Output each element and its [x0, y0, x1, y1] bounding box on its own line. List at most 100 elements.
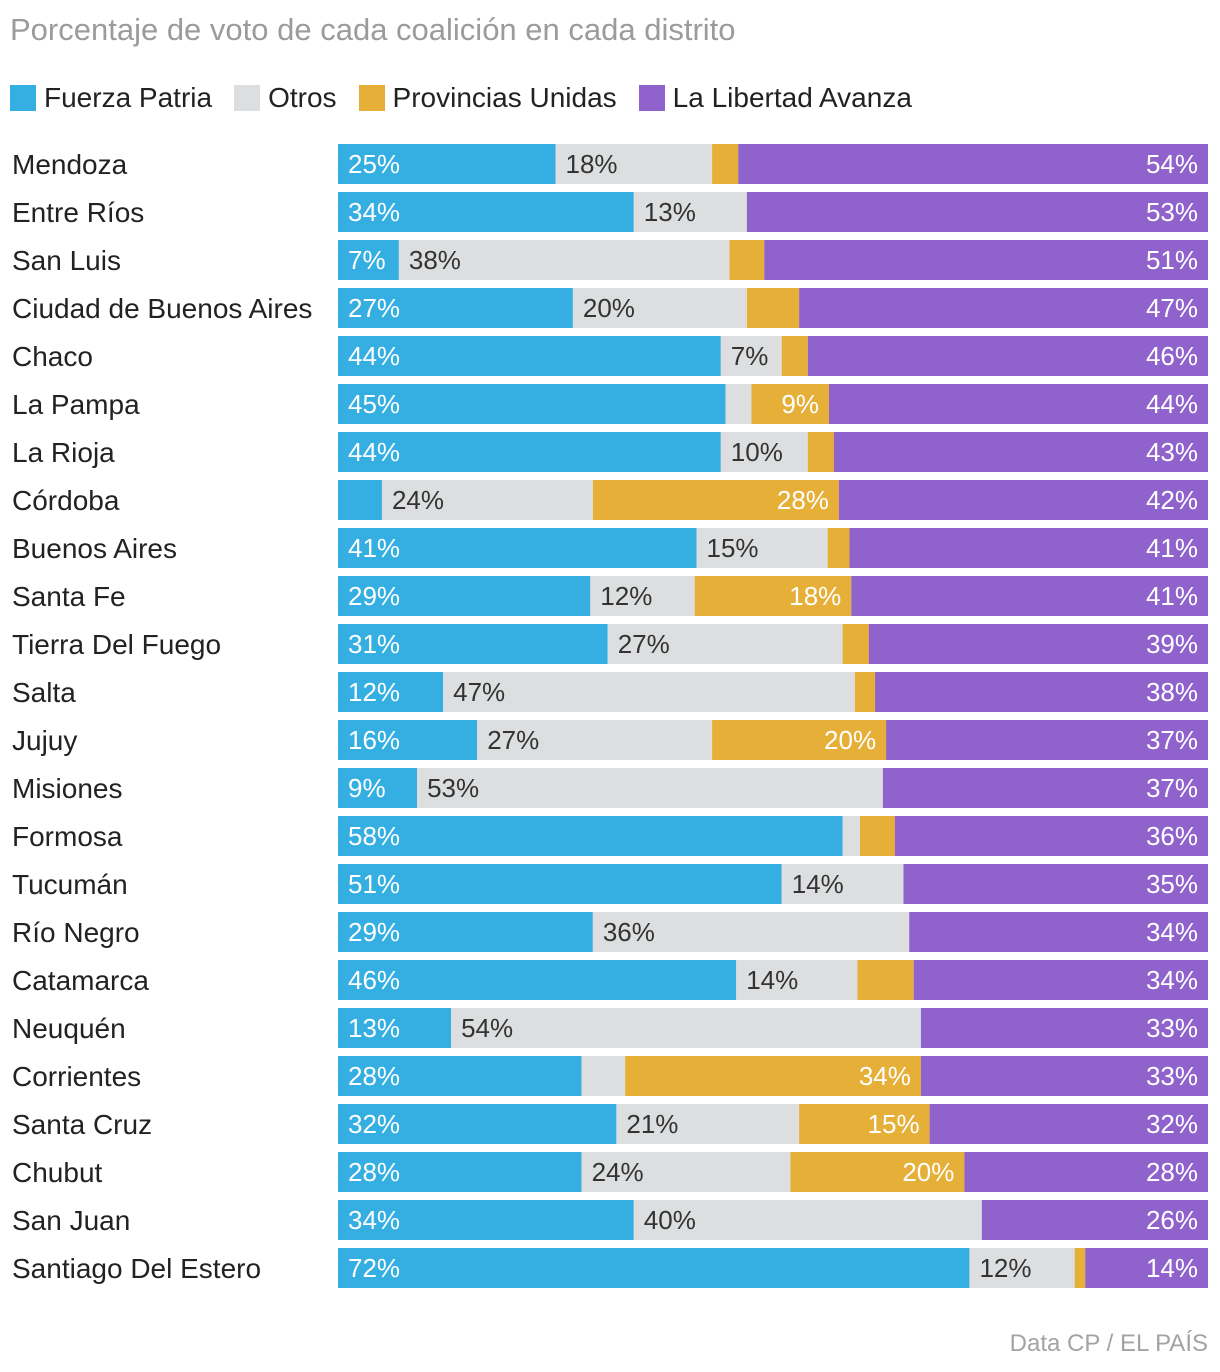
value-label-la-libertad-avanza-chubut: 28% [1146, 1157, 1198, 1187]
row-label-neuquen: Neuquén [12, 1013, 126, 1044]
value-label-la-libertad-avanza-tucuman: 35% [1146, 869, 1198, 899]
bar-provincias-unidas-la-pampa [751, 384, 829, 424]
value-label-otros-misiones: 53% [427, 773, 479, 803]
value-label-fuerza-patria-misiones: 9% [348, 773, 386, 803]
row-label-santiago-del-estero: Santiago Del Estero [12, 1253, 261, 1284]
bar-fuerza-patria-neuquen [338, 1008, 452, 1048]
legend-swatch-otros [234, 85, 261, 111]
value-label-la-libertad-avanza-santiago-del-estero: 14% [1146, 1253, 1198, 1283]
value-label-otros-catamarca: 14% [746, 965, 798, 995]
value-label-fuerza-patria-chaco: 44% [348, 341, 400, 371]
value-label-fuerza-patria-jujuy: 16% [348, 725, 400, 755]
bar-la-libertad-avanza-corrientes [920, 1056, 1208, 1096]
row-label-mendoza: Mendoza [12, 149, 128, 180]
bar-la-libertad-avanza-jujuy [886, 720, 1208, 760]
bar-provincias-unidas-santa-fe [694, 576, 852, 616]
value-label-otros-chubut: 24% [592, 1157, 644, 1187]
value-label-la-libertad-avanza-ciudad-de-buenos-aires: 47% [1146, 293, 1198, 323]
bar-otros-jujuy [477, 720, 713, 760]
bar-fuerza-patria-chubut [338, 1152, 582, 1192]
value-label-fuerza-patria-neuquen: 13% [348, 1013, 400, 1043]
value-label-otros-tierra-del-fuego: 27% [618, 629, 670, 659]
source-credit: Data CP / EL PAÍS [1009, 1330, 1208, 1357]
bar-provincias-unidas-la-rioja [807, 432, 834, 472]
bar-la-libertad-avanza-tucuman [903, 864, 1208, 904]
value-label-la-libertad-avanza-misiones: 37% [1146, 773, 1198, 803]
row-label-tierra-del-fuego: Tierra Del Fuego [12, 629, 221, 660]
bar-fuerza-patria-corrientes [338, 1056, 582, 1096]
row-label-san-luis: San Luis [12, 245, 121, 276]
bar-provincias-unidas-formosa [860, 816, 895, 856]
bar-otros-san-juan [633, 1200, 982, 1240]
bar-otros-misiones [417, 768, 883, 808]
value-label-otros-santiago-del-estero: 12% [979, 1253, 1031, 1283]
value-label-otros-neuquen: 54% [461, 1013, 513, 1043]
value-label-otros-tucuman: 14% [792, 869, 844, 899]
value-label-la-libertad-avanza-buenos-aires: 41% [1146, 533, 1198, 563]
bar-fuerza-patria-la-pampa [338, 384, 726, 424]
legend-item-provincias-unidas: Provincias Unidas [358, 82, 617, 114]
bar-otros-buenos-aires [696, 528, 828, 568]
bar-fuerza-patria-salta [338, 672, 444, 712]
bar-la-libertad-avanza-santa-fe [851, 576, 1208, 616]
bar-la-libertad-avanza-la-pampa [828, 384, 1208, 424]
row-label-salta: Salta [12, 677, 76, 708]
bar-fuerza-patria-rio-negro [338, 912, 593, 952]
bar-otros-rio-negro [592, 912, 910, 952]
bar-la-libertad-avanza-cordoba [838, 480, 1208, 520]
value-label-fuerza-patria-rio-negro: 29% [348, 917, 400, 947]
value-label-fuerza-patria-la-pampa: 45% [348, 389, 400, 419]
bar-otros-la-pampa [725, 384, 752, 424]
bar-fuerza-patria-santa-fe [338, 576, 591, 616]
bar-otros-ciudad-de-buenos-aires [572, 288, 747, 328]
value-label-fuerza-patria-formosa: 58% [348, 821, 400, 851]
bar-la-libertad-avanza-tierra-del-fuego [868, 624, 1208, 664]
value-label-la-libertad-avanza-san-luis: 51% [1146, 245, 1198, 275]
value-label-otros-rio-negro: 36% [603, 917, 655, 947]
value-label-fuerza-patria-salta: 12% [348, 677, 400, 707]
row-label-santa-fe: Santa Fe [12, 581, 126, 612]
value-label-fuerza-patria-santa-fe: 29% [348, 581, 400, 611]
value-label-la-libertad-avanza-mendoza: 54% [1146, 149, 1198, 179]
value-label-fuerza-patria-tierra-del-fuego: 31% [348, 629, 400, 659]
bar-fuerza-patria-buenos-aires [338, 528, 697, 568]
value-label-la-libertad-avanza-santa-cruz: 32% [1146, 1109, 1198, 1139]
value-label-otros-salta: 47% [453, 677, 505, 707]
row-label-corrientes: Corrientes [12, 1061, 141, 1092]
bar-otros-santiago-del-estero [969, 1248, 1075, 1288]
row-label-chaco: Chaco [12, 341, 93, 372]
bar-otros-neuquen [451, 1008, 921, 1048]
value-label-provincias-unidas-cordoba: 28% [777, 485, 829, 515]
legend-swatch-la-libertad-avanza [638, 85, 665, 111]
bar-la-libertad-avanza-santa-cruz [929, 1104, 1208, 1144]
bar-fuerza-patria-formosa [338, 816, 843, 856]
bar-fuerza-patria-jujuy [338, 720, 478, 760]
bar-la-libertad-avanza-rio-negro [909, 912, 1208, 952]
bar-provincias-unidas-santa-cruz [799, 1104, 930, 1144]
bar-otros-mendoza [555, 144, 713, 184]
bar-otros-cordoba [381, 480, 593, 520]
value-label-otros-cordoba: 24% [392, 485, 444, 515]
value-label-la-libertad-avanza-neuquen: 33% [1146, 1013, 1198, 1043]
bar-la-libertad-avanza-neuquen [920, 1008, 1208, 1048]
value-label-otros-san-juan: 40% [644, 1205, 696, 1235]
row-label-misiones: Misiones [12, 773, 122, 804]
value-label-la-libertad-avanza-rio-negro: 34% [1146, 917, 1198, 947]
value-label-la-libertad-avanza-la-pampa: 44% [1146, 389, 1198, 419]
value-label-provincias-unidas-santa-cruz: 15% [868, 1109, 920, 1139]
bar-otros-tierra-del-fuego [607, 624, 843, 664]
bar-otros-tucuman [781, 864, 904, 904]
row-label-rio-negro: Río Negro [12, 917, 140, 948]
bar-la-libertad-avanza-san-luis [764, 240, 1208, 280]
bar-otros-santa-cruz [616, 1104, 800, 1144]
value-label-otros-san-luis: 38% [409, 245, 461, 275]
row-label-cordoba: Córdoba [12, 485, 120, 516]
bar-la-libertad-avanza-buenos-aires [849, 528, 1208, 568]
bar-la-libertad-avanza-salta [875, 672, 1208, 712]
value-label-provincias-unidas-santa-fe: 18% [789, 581, 841, 611]
bar-la-libertad-avanza-san-juan [981, 1200, 1208, 1240]
bar-fuerza-patria-mendoza [338, 144, 556, 184]
value-label-la-libertad-avanza-entre-rios: 53% [1146, 197, 1198, 227]
bar-provincias-unidas-buenos-aires [827, 528, 850, 568]
value-label-fuerza-patria-chubut: 28% [348, 1157, 400, 1187]
